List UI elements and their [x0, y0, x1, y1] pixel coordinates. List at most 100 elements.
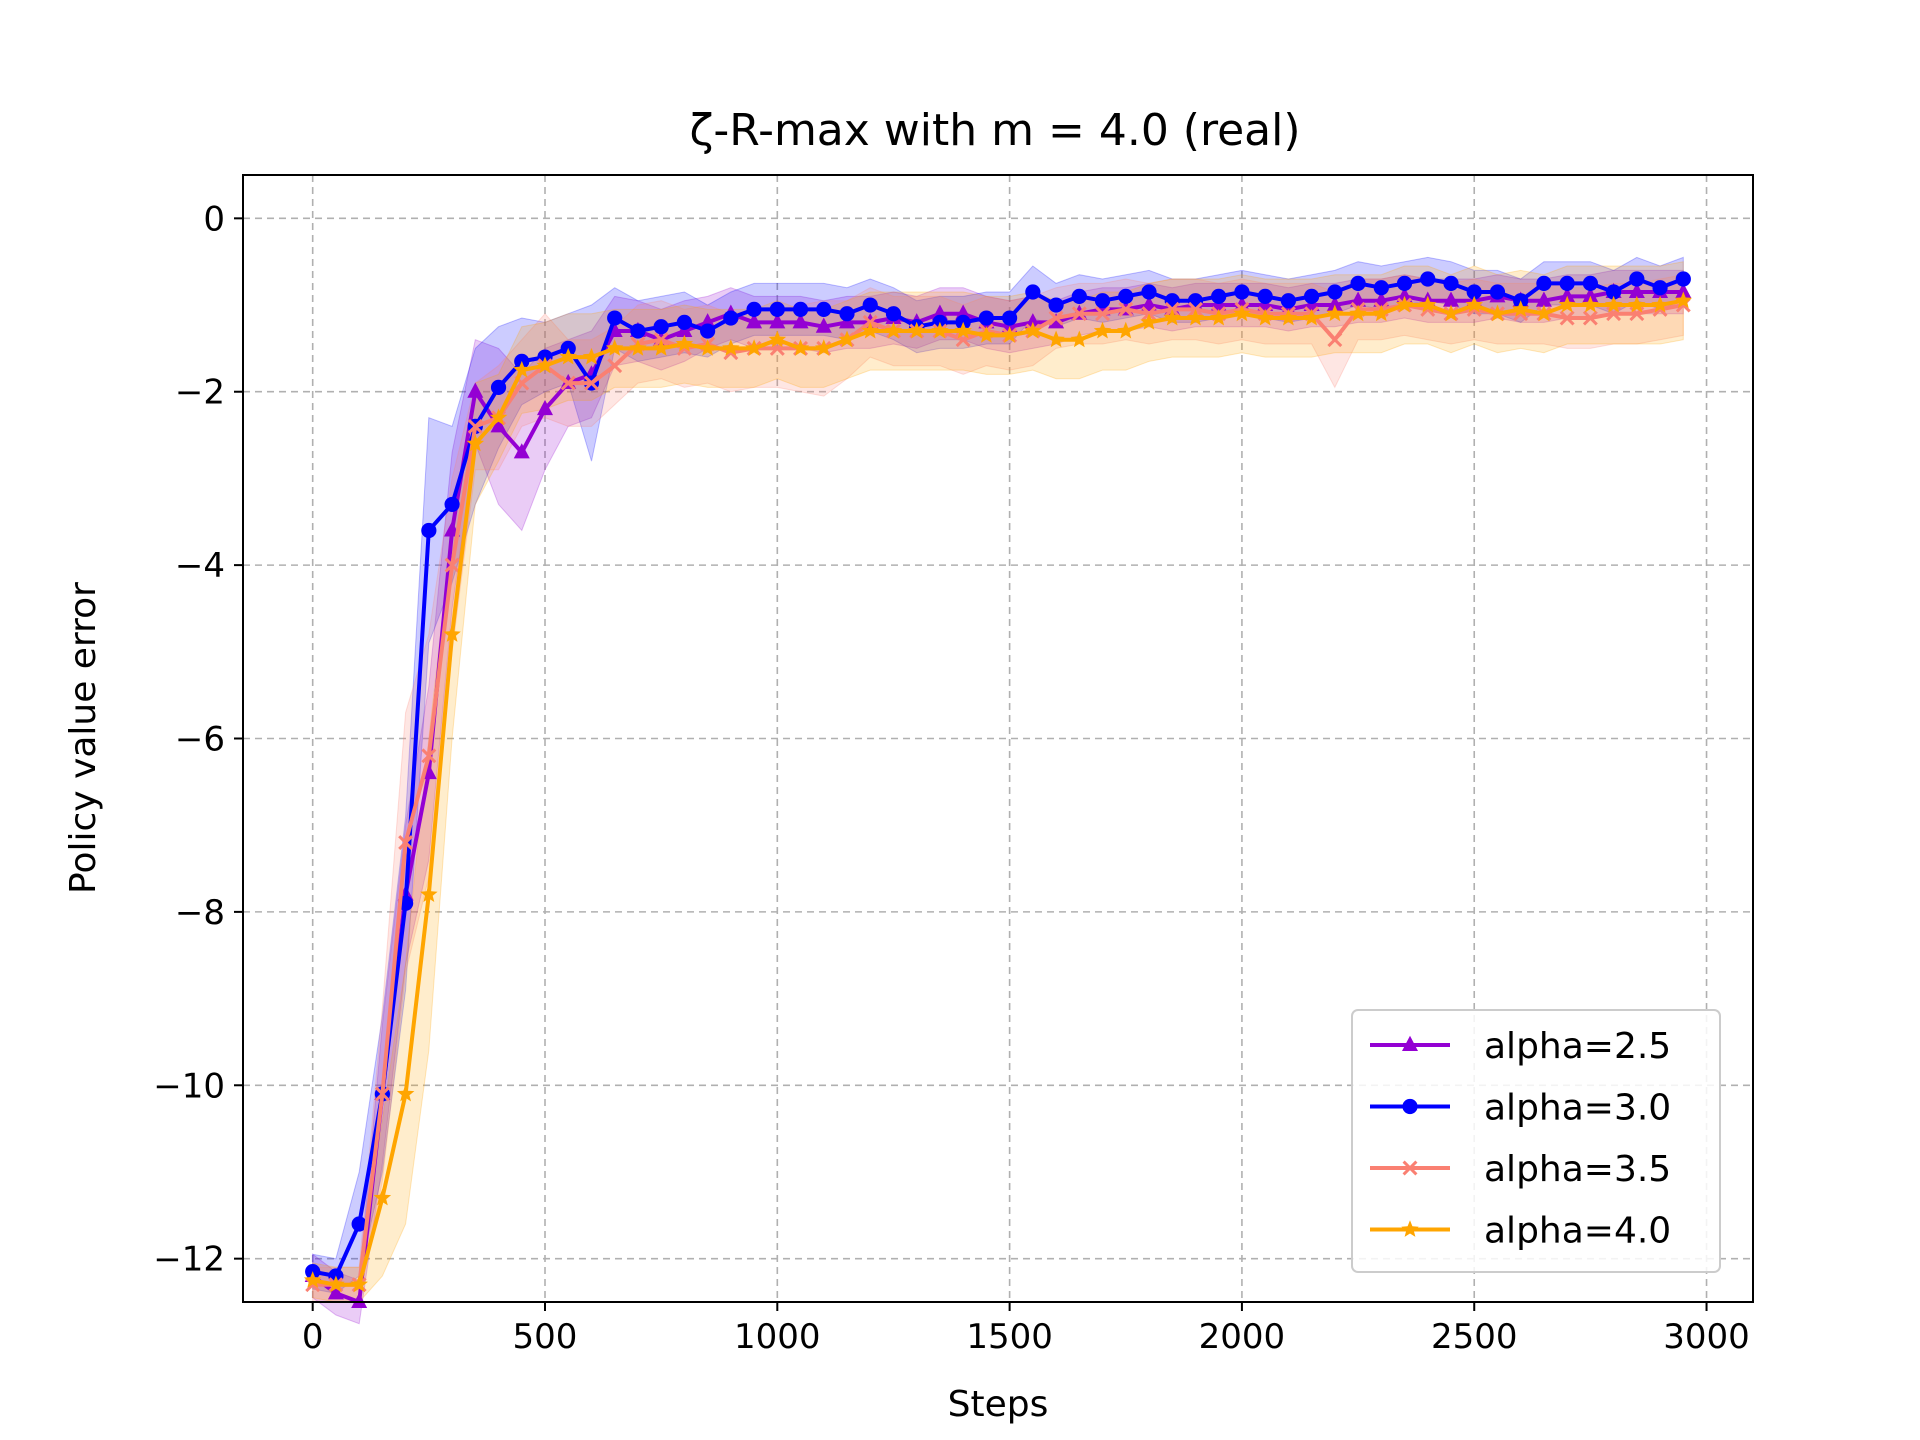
data-point [1326, 304, 1344, 322]
data-point [1559, 287, 1576, 303]
data-point [675, 334, 694, 352]
data-point [1535, 304, 1553, 322]
x-marker-stroke [421, 748, 437, 764]
data-point [1280, 293, 1296, 309]
data-point [652, 339, 670, 356]
data-point [699, 313, 716, 329]
data-point [1675, 282, 1692, 299]
data-point [1279, 308, 1298, 326]
x-marker-stroke [1048, 310, 1064, 326]
y-tick-label: −8 [175, 893, 225, 933]
data-point [1024, 321, 1042, 339]
data-point [421, 522, 437, 539]
data-point [1582, 310, 1598, 326]
x-axis-label: Steps [948, 1384, 1049, 1425]
data-point [1350, 291, 1367, 307]
x-marker-stroke [1559, 310, 1575, 326]
data-point [1025, 284, 1041, 300]
data-point [1233, 304, 1251, 322]
data-point [1420, 271, 1436, 287]
data-point [1211, 288, 1227, 304]
data-point [1094, 293, 1111, 309]
data-point [1095, 306, 1110, 322]
data-point [1350, 275, 1366, 291]
data-point [723, 310, 739, 326]
data-point [1628, 282, 1645, 299]
data-point [513, 360, 531, 378]
x-marker-stroke [607, 358, 623, 374]
x-marker-stroke [1582, 310, 1598, 326]
data-point [907, 321, 926, 339]
legend-entry: alpha=3.0 [1370, 1088, 1671, 1129]
data-point [351, 1292, 368, 1308]
legend-label: alpha=4.0 [1484, 1211, 1671, 1252]
data-point [1558, 295, 1576, 313]
data-point [374, 1086, 390, 1102]
data-point [629, 339, 647, 356]
data-point [1536, 275, 1552, 291]
legend-entry: alpha=2.5 [1370, 1026, 1671, 1067]
data-point [885, 306, 902, 322]
data-point [815, 317, 832, 333]
data-point [607, 310, 623, 326]
data-point [1093, 321, 1112, 339]
x-tick-label: 1000 [734, 1317, 821, 1357]
x-marker-stroke [1327, 332, 1343, 348]
data-point [1163, 308, 1181, 326]
y-tick-label: −12 [153, 1240, 225, 1280]
data-point [884, 321, 903, 339]
data-point [1326, 295, 1343, 312]
data-point [582, 347, 601, 365]
data-point [537, 399, 553, 416]
data-point [769, 301, 785, 317]
data-point [746, 301, 762, 317]
axis-ticks: 0 500 1000 1500 2000 2500 3000 0 −2 −4 −6 −8 −10 −12 [153, 199, 1750, 1357]
data-point [490, 379, 507, 395]
data-point [444, 557, 460, 573]
legend-entry: alpha=4.0 [1370, 1211, 1671, 1252]
data-point [1559, 275, 1575, 291]
x-marker-stroke [514, 375, 530, 391]
y-tick-label: −4 [175, 546, 225, 586]
data-point [467, 382, 484, 398]
data-point [1000, 326, 1019, 343]
x-tick-label: 0 [302, 1317, 324, 1357]
data-point [1488, 304, 1507, 322]
data-point [769, 313, 786, 329]
data-point [676, 314, 692, 330]
data-point [1419, 295, 1437, 313]
data-point [791, 339, 810, 356]
data-point [977, 326, 996, 343]
data-point [1302, 308, 1321, 326]
data-point [467, 418, 483, 434]
data-point [792, 313, 809, 329]
data-point [746, 313, 763, 329]
data-point [421, 748, 437, 764]
y-tick-label: 0 [203, 199, 225, 239]
data-point [861, 321, 879, 339]
data-point [931, 321, 949, 339]
data-point [1002, 310, 1018, 326]
data-point [700, 323, 716, 339]
y-axis-label: Policy value error [63, 582, 104, 894]
data-point [1465, 295, 1483, 313]
data-point [559, 347, 577, 365]
legend-label: alpha=2.5 [1484, 1026, 1671, 1067]
data-point [1675, 271, 1691, 287]
data-point [1489, 284, 1506, 300]
data-point [513, 443, 530, 459]
data-point [698, 339, 717, 356]
data-point [722, 339, 740, 356]
data-point [1048, 310, 1064, 326]
data-point [1047, 330, 1065, 348]
x-marker-stroke [1071, 306, 1087, 322]
data-point [1373, 280, 1389, 296]
data-point [1118, 288, 1134, 304]
data-point [1396, 275, 1413, 291]
data-point [351, 1216, 367, 1232]
y-tick-label: −6 [175, 720, 225, 760]
data-point [978, 310, 994, 326]
data-point [560, 375, 576, 391]
data-point [1628, 295, 1646, 313]
series-lines [303, 271, 1693, 1308]
